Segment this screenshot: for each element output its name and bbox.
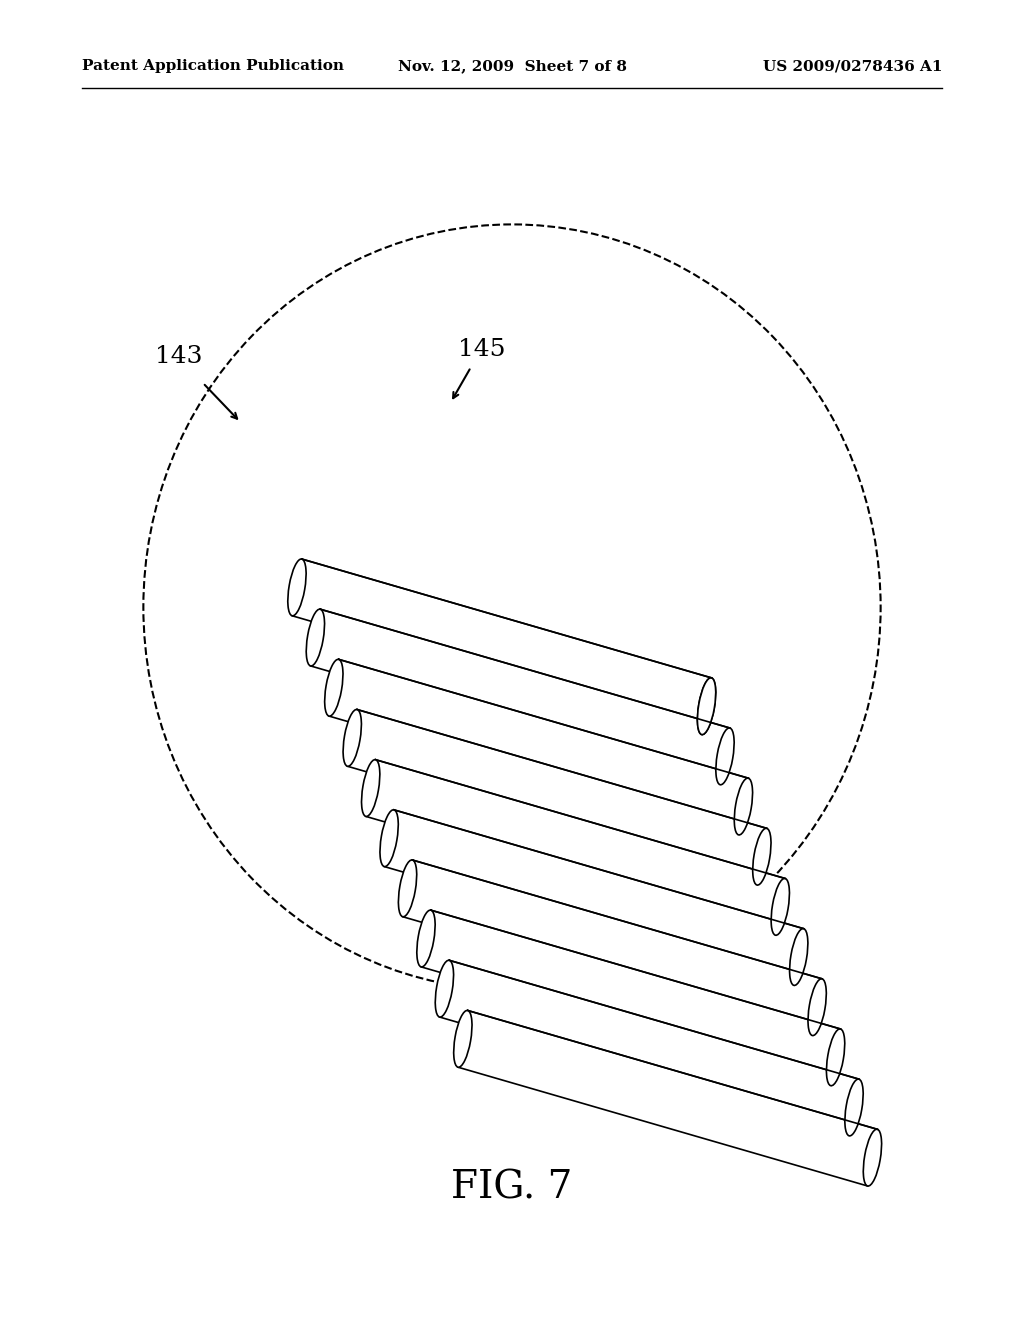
Polygon shape <box>329 660 749 834</box>
Text: Patent Application Publication: Patent Application Publication <box>82 59 344 74</box>
Ellipse shape <box>398 859 417 917</box>
Ellipse shape <box>361 759 380 817</box>
Ellipse shape <box>771 878 790 936</box>
Ellipse shape <box>845 1078 863 1137</box>
Polygon shape <box>384 810 804 985</box>
Text: US 2009/0278436 A1: US 2009/0278436 A1 <box>763 59 942 74</box>
Polygon shape <box>402 861 822 1035</box>
Ellipse shape <box>790 928 808 986</box>
Polygon shape <box>458 1011 878 1185</box>
Ellipse shape <box>697 677 716 735</box>
Ellipse shape <box>826 1028 845 1086</box>
Ellipse shape <box>417 909 435 968</box>
Text: 143: 143 <box>156 345 203 368</box>
Ellipse shape <box>435 960 454 1018</box>
Polygon shape <box>439 961 859 1135</box>
Text: Nov. 12, 2009  Sheet 7 of 8: Nov. 12, 2009 Sheet 7 of 8 <box>397 59 627 74</box>
Polygon shape <box>310 610 730 784</box>
Ellipse shape <box>716 727 734 785</box>
Ellipse shape <box>306 609 325 667</box>
Polygon shape <box>421 911 841 1085</box>
Ellipse shape <box>753 828 771 886</box>
Ellipse shape <box>343 709 361 767</box>
Text: FIG. 7: FIG. 7 <box>452 1170 572 1206</box>
Ellipse shape <box>863 1129 882 1187</box>
Polygon shape <box>292 560 712 734</box>
Ellipse shape <box>380 809 398 867</box>
Ellipse shape <box>454 1010 472 1068</box>
Ellipse shape <box>697 677 716 735</box>
Text: 145: 145 <box>458 338 505 362</box>
Ellipse shape <box>288 558 306 616</box>
Ellipse shape <box>808 978 826 1036</box>
Ellipse shape <box>325 659 343 717</box>
Ellipse shape <box>734 777 753 836</box>
Polygon shape <box>366 760 785 935</box>
Polygon shape <box>347 710 767 884</box>
